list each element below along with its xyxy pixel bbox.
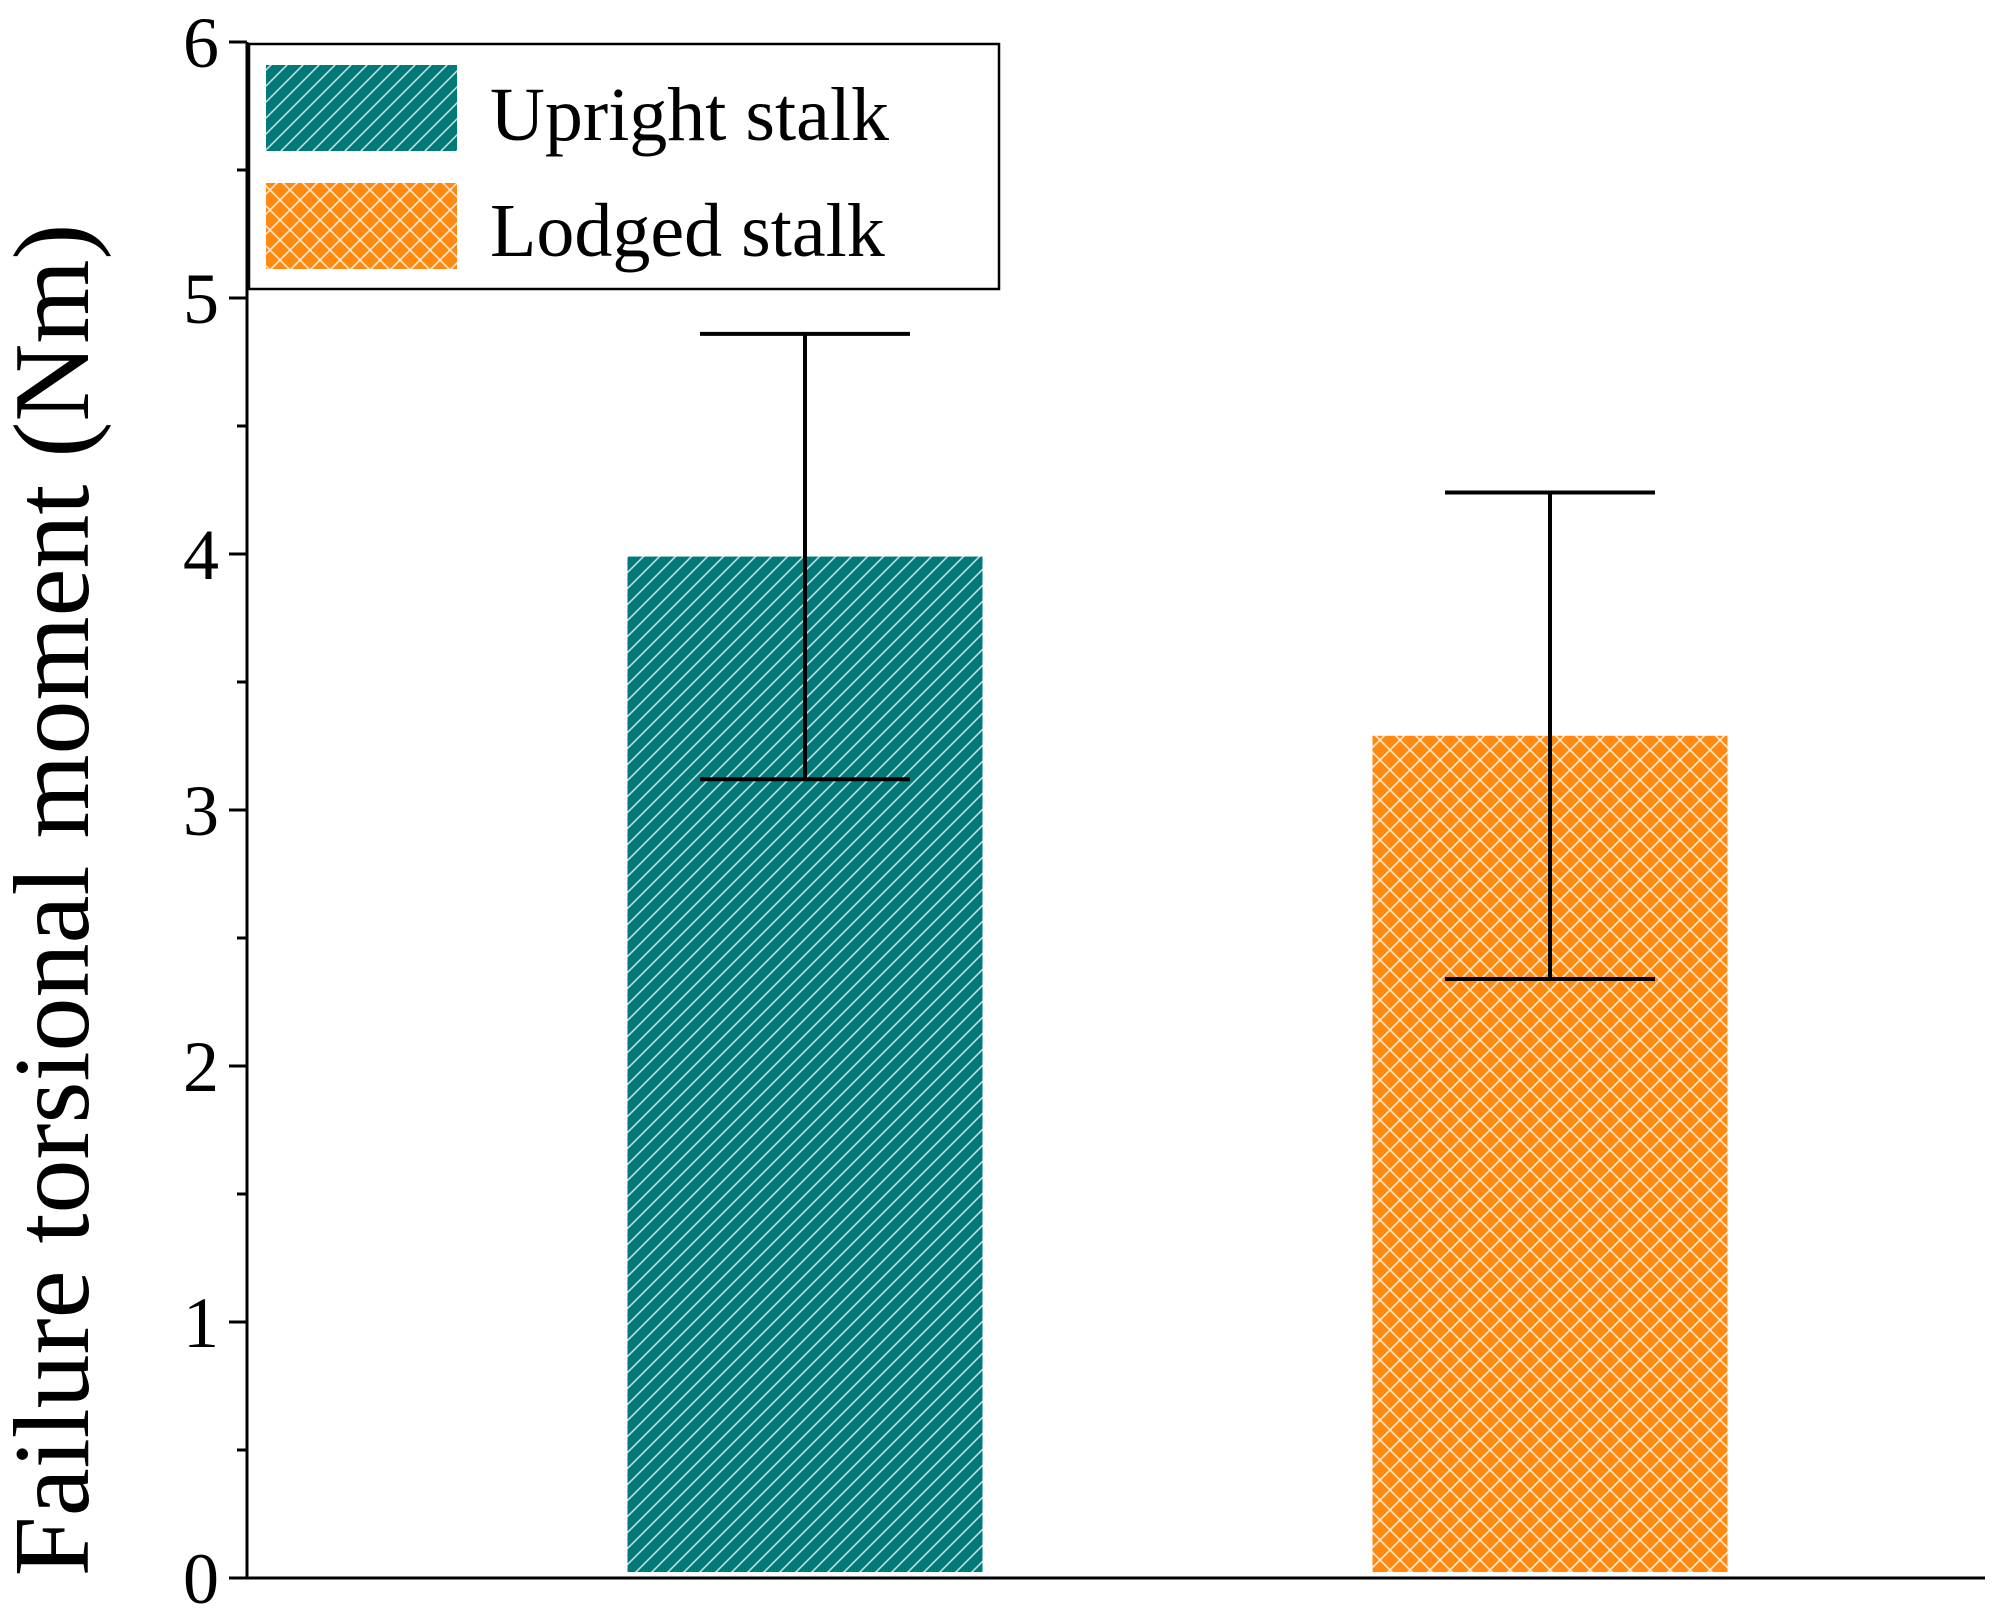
y-tick-label: 1 bbox=[183, 1283, 219, 1363]
y-tick-label: 3 bbox=[183, 771, 219, 851]
legend-label-lodged-stalk: Lodged stalk bbox=[490, 189, 885, 273]
error-bars-group bbox=[700, 331, 1655, 981]
legend-label-upright-stalk: Upright stalk bbox=[490, 73, 889, 157]
y-tick-label: 5 bbox=[183, 259, 219, 339]
legend-swatch-upright-stalk bbox=[266, 65, 457, 151]
legend: Upright stalk Lodged stalk bbox=[247, 42, 1001, 291]
y-tick-label: 6 bbox=[183, 3, 219, 83]
y-axis-label-group: Failure torsional moment (Nm) bbox=[0, 224, 112, 1577]
y-tick-label: 4 bbox=[183, 515, 219, 595]
y-tick-label: 0 bbox=[183, 1539, 219, 1618]
legend-swatch-lodged-stalk bbox=[266, 183, 457, 269]
y-tick-label: 2 bbox=[183, 1027, 219, 1107]
bars-group bbox=[627, 556, 1728, 1572]
axes-group: 0 1 2 3 4 5 6 bbox=[183, 3, 1985, 1618]
y-axis-label: Failure torsional moment (Nm) bbox=[0, 224, 112, 1577]
